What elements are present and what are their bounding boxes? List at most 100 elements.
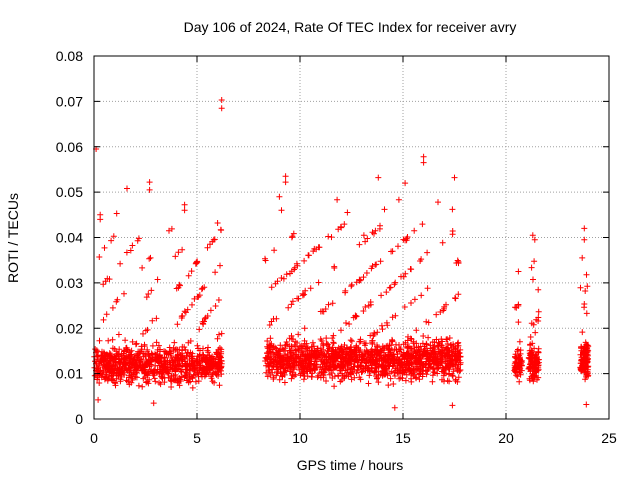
data-point — [396, 375, 403, 382]
data-point — [331, 383, 338, 390]
y-tick-label: 0.04 — [56, 230, 83, 246]
y-tick-label: 0.05 — [56, 184, 83, 200]
data-point — [437, 350, 444, 356]
data-point — [383, 289, 390, 296]
data-point — [169, 366, 176, 373]
data-point — [107, 366, 114, 373]
data-point — [311, 366, 318, 373]
data-point — [444, 347, 451, 354]
data-point — [282, 173, 289, 180]
data-point — [274, 366, 281, 373]
data-point — [158, 374, 165, 381]
data-point — [280, 275, 287, 282]
data-point — [123, 377, 130, 384]
data-point — [96, 337, 103, 344]
data-point — [301, 325, 308, 332]
data-point — [269, 362, 276, 369]
data-point — [408, 378, 415, 385]
data-point — [425, 334, 432, 341]
data-point — [333, 349, 340, 356]
data-point — [445, 365, 452, 372]
data-point — [284, 358, 291, 365]
data-point — [584, 352, 591, 359]
data-point — [396, 342, 402, 348]
data-point — [389, 336, 395, 343]
data-point — [118, 355, 125, 362]
data-point — [582, 288, 589, 294]
data-point — [392, 373, 398, 379]
data-point — [351, 374, 358, 381]
data-point — [386, 284, 393, 291]
data-point — [419, 352, 426, 359]
data-point — [184, 350, 191, 357]
data-point — [364, 235, 371, 242]
data-point — [445, 371, 452, 378]
data-point — [143, 294, 150, 301]
data-point — [363, 270, 370, 276]
data-point — [106, 352, 112, 359]
data-point — [117, 260, 124, 267]
x-axis-ticks: 0 5 10 15 20 25 — [90, 56, 617, 446]
data-point — [413, 327, 420, 334]
data-point — [154, 346, 161, 353]
y-tick-label: 0.07 — [56, 93, 83, 109]
chart-title: Day 106 of 2024, Rate Of TEC Index for r… — [184, 19, 517, 35]
data-point — [341, 375, 348, 382]
data-point — [331, 364, 338, 371]
data-point — [313, 246, 320, 253]
data-point — [298, 357, 305, 364]
data-point — [450, 368, 457, 375]
data-point — [406, 359, 413, 366]
data-point — [383, 319, 390, 326]
data-point — [349, 356, 356, 363]
data-point — [400, 369, 407, 376]
data-point — [194, 369, 201, 376]
data-point — [581, 236, 588, 243]
data-point — [353, 342, 360, 349]
data-point — [404, 351, 410, 358]
data-point — [367, 368, 374, 375]
data-point — [291, 359, 297, 366]
data-point — [359, 356, 366, 363]
data-point — [110, 233, 117, 240]
data-point — [147, 254, 154, 261]
data-point — [449, 402, 456, 409]
data-point — [108, 237, 115, 244]
data-point — [144, 348, 151, 355]
data-point — [388, 248, 395, 255]
data-point — [133, 366, 140, 373]
data-point — [347, 353, 354, 359]
data-point — [371, 331, 378, 338]
data-point — [365, 302, 372, 309]
data-point — [401, 361, 408, 368]
data-point — [148, 287, 155, 294]
data-point — [410, 340, 417, 347]
data-point — [581, 225, 588, 232]
data-point — [390, 381, 397, 387]
data-point — [531, 357, 538, 364]
data-point — [343, 320, 349, 326]
data-point — [351, 348, 357, 355]
data-point — [323, 335, 330, 342]
data-point — [278, 207, 285, 214]
data-point — [582, 339, 589, 346]
data-point — [196, 354, 203, 361]
data-point — [431, 339, 438, 346]
data-point — [391, 281, 398, 288]
data-point — [276, 376, 283, 383]
data-point — [449, 228, 456, 234]
data-point — [109, 336, 116, 343]
data-point — [101, 376, 108, 383]
data-point — [373, 346, 380, 353]
data-point — [356, 241, 363, 248]
data-point — [531, 236, 538, 243]
data-point — [386, 347, 393, 353]
data-point — [134, 352, 141, 359]
data-point — [516, 338, 523, 345]
data-point — [517, 365, 524, 372]
data-point — [165, 370, 172, 377]
data-point — [354, 362, 361, 369]
data-point — [147, 357, 154, 363]
data-point — [127, 247, 134, 254]
data-point — [423, 371, 430, 378]
